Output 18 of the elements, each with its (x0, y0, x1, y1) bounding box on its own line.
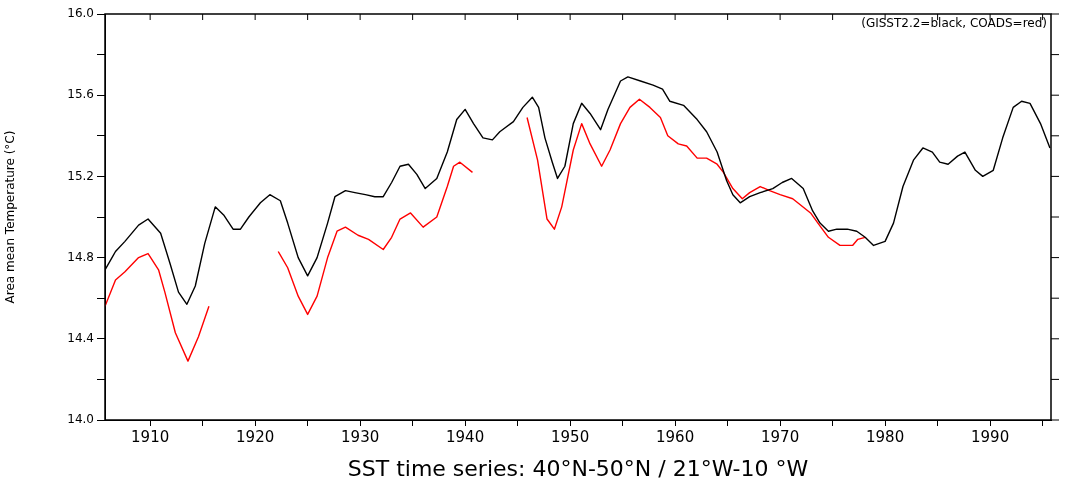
y-tick-label: 14.0 (67, 412, 94, 427)
y-tick-label: 15.6 (67, 87, 94, 102)
x-tick-label: 1910 (131, 427, 170, 446)
x-tick-label: 1930 (341, 427, 380, 446)
x-tick-label: 1950 (551, 427, 590, 446)
y-tick-label: 14.4 (67, 330, 94, 345)
x-tick-label: 1980 (866, 427, 905, 446)
x-tick-label: 1960 (656, 427, 695, 446)
x-tick-label: 1940 (446, 427, 485, 446)
x-tick-label: 1920 (236, 427, 275, 446)
annotation: (GISST2.2=black, COADS=red) (861, 16, 1047, 31)
y-tick-label: 15.2 (67, 168, 94, 183)
x-tick-label: 1990 (971, 427, 1010, 446)
y-axis-title: Area mean Temperature (°C) (3, 130, 18, 304)
y-tick-label: 14.8 (67, 249, 94, 264)
x-axis-title: SST time series: 40°N-50°N / 21°W-10 °W (347, 455, 809, 481)
y-tick-label: 16.0 (67, 6, 94, 21)
x-tick-label: 1970 (761, 427, 800, 446)
